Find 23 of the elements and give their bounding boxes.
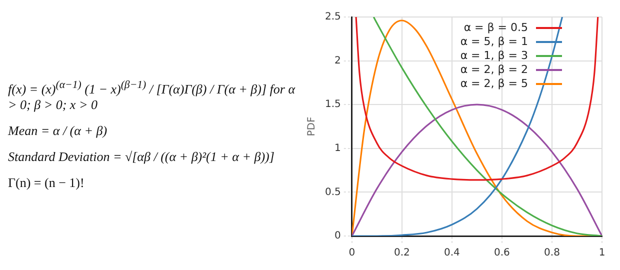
x-tick-label: 1 [598,248,606,259]
legend-label: α = 5, β = 1 [460,34,528,48]
text: Standard Deviation = √[αβ / ((α + β)²(1 + α + β))] [8,149,276,166]
x-tick-label: 0.6 [494,248,510,259]
text: f(x) = (x)$^{(α−1)}$ (1 − x)$^{(β−1)}$ / [Γ(α)Γ(β) / Γ(α + β)] for α > 0; β > 0; x > 0 [8,78,296,112]
legend-label: α = 2, β = 5 [460,76,528,90]
y-tick-label: 2.5 [324,12,341,23]
legend-label: α = 1, β = 3 [460,48,528,62]
legend-label: α = 2, β = 2 [460,62,528,76]
text: Γ(n) = (n − 1)! [8,175,86,192]
legend-label: α = β = 0.5 [464,20,528,34]
text: Mean = α / (α + β) [8,123,108,140]
line-series [355,17,599,181]
x-tick-label: 0.2 [394,248,410,259]
y-axis-title: PDF [306,116,318,136]
y-tick-label: 0 [334,230,341,242]
x-tick-label: 0.4 [444,248,460,259]
y-tick-label: 1 [334,142,341,154]
x-tick-label: 0.8 [544,248,560,259]
y-tick-label: 2 [334,55,341,66]
x-tick-label: 0 [348,248,356,259]
y-tick-label: 0.5 [324,186,341,198]
y-tick-label: 1.5 [324,99,341,110]
